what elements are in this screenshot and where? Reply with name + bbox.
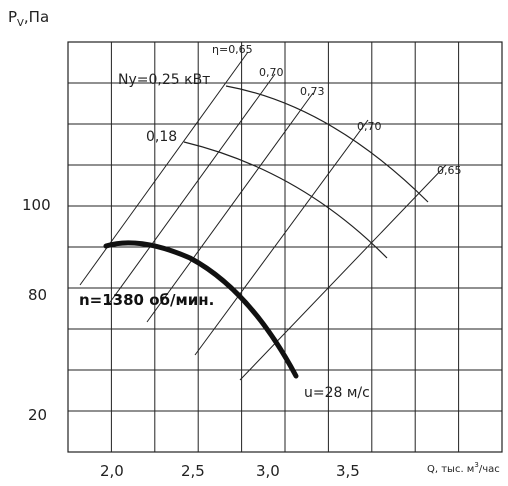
velocity-label: u=28 м/с <box>304 385 370 401</box>
x-tick-label: 3,0 <box>256 462 280 480</box>
speed-curve <box>103 240 299 379</box>
efficiency-label: 0,65 <box>437 164 462 177</box>
power-label-025: Ny=0,25 кВт <box>118 72 210 88</box>
efficiency-label: 0,70 <box>357 120 382 133</box>
efficiency-label: 0,73 <box>300 85 325 98</box>
efficiency-line <box>194 119 369 356</box>
power-curve-018 <box>183 141 388 259</box>
grid <box>68 42 502 452</box>
y-tick-label: 80 <box>28 286 47 304</box>
y-axis-label: PV,Па <box>8 8 49 29</box>
efficiency-line <box>146 92 314 323</box>
y-tick-label: 100 <box>22 196 51 214</box>
x-tick-label: 2,5 <box>181 462 205 480</box>
efficiency-label: η=0,65 <box>212 43 253 56</box>
x-axis-label: Q, тыс. м3/час <box>427 461 500 475</box>
x-tick-label: 3,5 <box>336 462 360 480</box>
efficiency-lines <box>79 51 447 381</box>
power-curve-025 <box>225 85 429 203</box>
efficiency-labels: η=0,65 0,70 0,73 0,70 0,65 <box>212 43 462 177</box>
efficiency-line <box>107 73 276 306</box>
x-tick-label: 2,0 <box>100 462 124 480</box>
power-label-018: 0,18 <box>146 129 177 145</box>
speed-label: n=1380 об/мин. <box>79 291 214 309</box>
y-tick-labels: 100 80 20 <box>22 196 51 424</box>
x-tick-labels: 2,0 2,5 3,0 3,5 <box>100 462 360 480</box>
y-tick-label: 20 <box>28 406 47 424</box>
efficiency-label: 0,70 <box>259 66 284 79</box>
